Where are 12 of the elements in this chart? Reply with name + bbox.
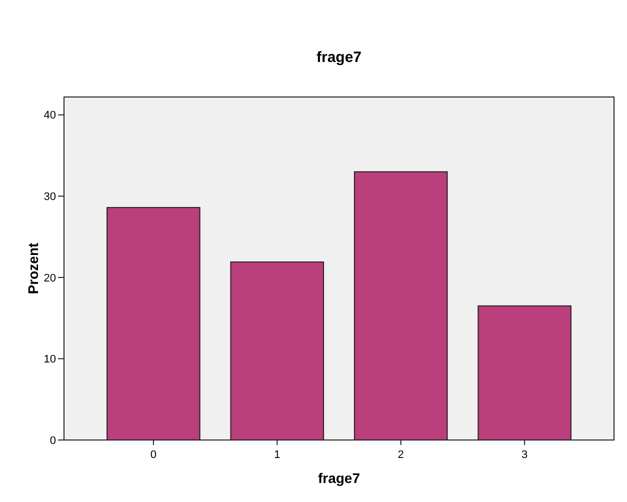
x-axis-title: frage7 (318, 470, 360, 486)
x-tick-label: 1 (274, 449, 280, 461)
x-tick-label: 0 (150, 449, 156, 461)
chart-title: frage7 (316, 49, 362, 66)
y-tick-label: 40 (44, 110, 56, 122)
y-tick-label: 30 (44, 191, 56, 204)
x-tick-label: 3 (522, 449, 528, 461)
x-tick-label: 2 (398, 449, 404, 461)
y-tick-label: 20 (44, 272, 56, 284)
y-axis-title: Prozent (25, 242, 41, 294)
y-tick-label: 0 (50, 434, 56, 447)
y-tick-label: 10 (44, 354, 56, 366)
